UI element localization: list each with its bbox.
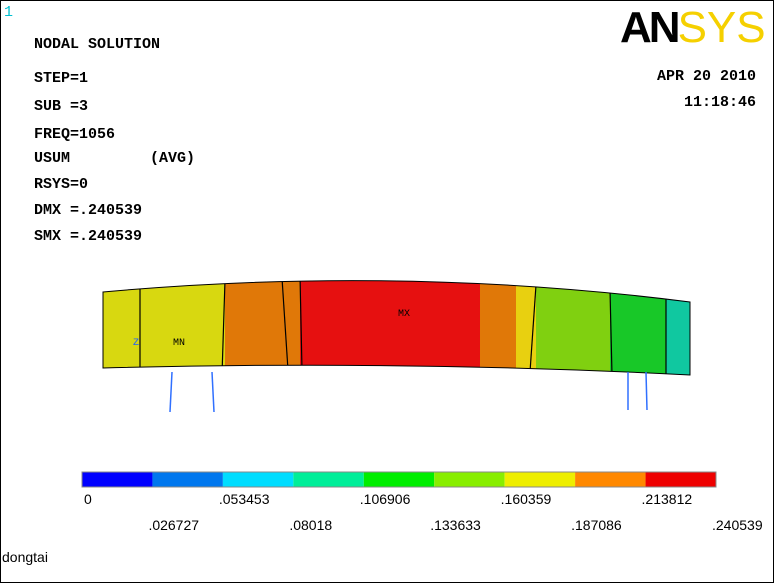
legend-frame: [81, 471, 717, 488]
footer: dongtai: [2, 549, 48, 565]
window-number: 1: [4, 4, 13, 21]
date: APR 20 2010: [657, 68, 756, 85]
legend-label: .240539: [712, 517, 763, 533]
legend-swatch: [363, 472, 435, 487]
max-marker: MX: [398, 309, 410, 320]
axis-marker: Z: [133, 338, 139, 349]
legend-swatch: [152, 472, 223, 487]
legend-swatch: [504, 472, 576, 487]
legend-swatch: [293, 472, 364, 487]
legend-swatch: [222, 472, 294, 487]
legend-swatch: [434, 472, 505, 487]
legend-label: .133633: [430, 517, 481, 533]
ansys-logo: ANSYS: [620, 3, 766, 52]
logo-dark: AN: [620, 3, 678, 52]
info-line: STEP=1: [34, 70, 88, 87]
info-line: NODAL SOLUTION: [34, 36, 160, 53]
legend-label: .053453: [219, 491, 270, 507]
usum-label: USUM: [34, 150, 70, 167]
info-block: NODAL SOLUTION STEP=1 SUB =3 FREQ=1056 RSYS=…: [34, 36, 160, 245]
legend-label: .08018: [289, 517, 332, 533]
info-line: SUB =3: [34, 98, 88, 115]
legend-label: .187086: [571, 517, 622, 533]
supports: [169, 371, 648, 413]
info-line: FREQ=1056: [34, 126, 115, 143]
legend-label: .160359: [501, 491, 552, 507]
legend: 0 .026727 .053453 .08018 .106906 .133633 .1603…: [81, 471, 763, 533]
info-line: DMX =.240539: [34, 202, 142, 219]
legend-label: .106906: [360, 491, 411, 507]
legend-swatch: [575, 472, 646, 487]
info-line: SMX =.240539: [34, 228, 142, 245]
info-line: RSYS=0: [34, 176, 88, 193]
legend-swatch: [645, 472, 716, 487]
legend-label: .026727: [148, 517, 199, 533]
legend-swatch: [82, 472, 153, 487]
legend-label: .213812: [642, 491, 693, 507]
legend-label: 0: [84, 491, 92, 507]
min-marker: MN: [173, 338, 185, 349]
beam-outline: [102, 280, 691, 376]
logo-light: SYS: [678, 3, 766, 52]
time: 11:18:46: [684, 94, 756, 111]
usum-avg: (AVG): [150, 150, 195, 167]
